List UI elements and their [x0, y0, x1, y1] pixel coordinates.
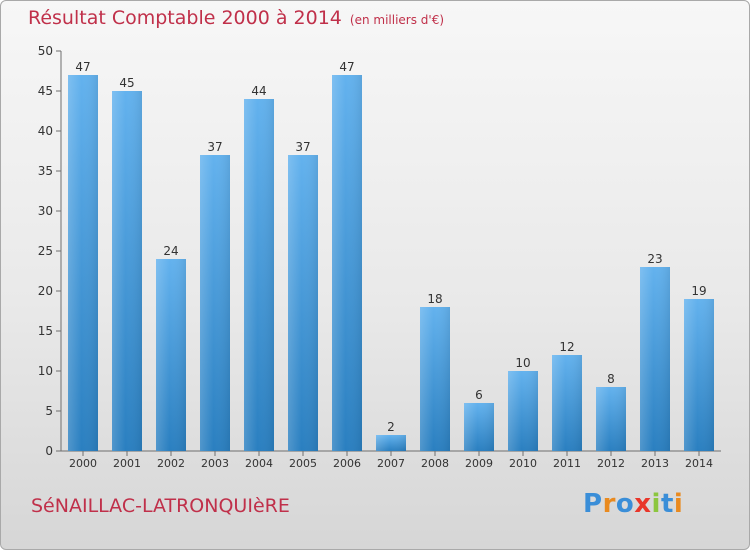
- data-label: 37: [295, 140, 310, 154]
- proxiti-logo[interactable]: Proxiti: [583, 489, 683, 519]
- data-label: 19: [691, 284, 706, 298]
- bar-shine: [552, 355, 582, 451]
- bar-shine: [420, 307, 450, 451]
- x-tick-label: 2005: [289, 457, 317, 470]
- logo-letter: o: [615, 489, 635, 519]
- y-tick-label: 5: [45, 404, 53, 418]
- y-tick-label: 30: [38, 204, 53, 218]
- chart-subtitle: (en milliers d'€): [349, 13, 445, 27]
- logo-letter: P: [583, 489, 603, 519]
- x-tick-label: 2002: [157, 457, 185, 470]
- y-tick-label: 45: [38, 84, 53, 98]
- x-tick-label: 2009: [465, 457, 493, 470]
- bar-shine: [200, 155, 230, 451]
- bar-shine: [508, 371, 538, 451]
- chart-title-text: Résultat Comptable 2000 à 2014: [28, 7, 342, 29]
- x-tick-label: 2014: [685, 457, 713, 470]
- x-tick-label: 2000: [69, 457, 97, 470]
- bar-shine: [596, 387, 626, 451]
- bar-shine: [684, 299, 714, 451]
- bar-shine: [288, 155, 318, 451]
- y-tick-label: 15: [38, 324, 53, 338]
- logo-letter: r: [602, 489, 616, 519]
- bar-shine: [156, 259, 186, 451]
- data-label: 44: [251, 84, 266, 98]
- y-tick-label: 10: [38, 364, 53, 378]
- x-tick-label: 2004: [245, 457, 273, 470]
- data-label: 10: [515, 356, 530, 370]
- x-tick-label: 2003: [201, 457, 229, 470]
- place-name: SéNAILLAC-LATRONQUIèRE: [31, 495, 290, 517]
- bar-shine: [332, 75, 362, 451]
- data-label: 12: [559, 340, 574, 354]
- data-label: 37: [207, 140, 222, 154]
- data-label: 24: [163, 244, 178, 258]
- data-label: 8: [607, 372, 615, 386]
- data-label: 47: [339, 60, 354, 74]
- bar-shine: [376, 435, 406, 451]
- x-tick-label: 2011: [553, 457, 581, 470]
- logo-letter: t: [660, 489, 674, 519]
- bar-shine: [464, 403, 494, 451]
- y-tick-label: 35: [38, 164, 53, 178]
- data-label: 2: [387, 420, 395, 434]
- y-tick-label: 40: [38, 124, 53, 138]
- data-label: 6: [475, 388, 483, 402]
- chart-title: Résultat Comptable 2000 à 2014 (en millie…: [28, 7, 444, 29]
- bar-shine: [68, 75, 98, 451]
- x-tick-label: 2001: [113, 457, 141, 470]
- data-label: 18: [427, 292, 442, 306]
- y-tick-label: 20: [38, 284, 53, 298]
- x-tick-label: 2013: [641, 457, 669, 470]
- x-tick-label: 2007: [377, 457, 405, 470]
- data-label: 47: [75, 60, 90, 74]
- bar-shine: [112, 91, 142, 451]
- x-tick-label: 2012: [597, 457, 625, 470]
- data-label: 45: [119, 76, 134, 90]
- x-tick-label: 2010: [509, 457, 537, 470]
- y-tick-label: 0: [45, 444, 53, 458]
- data-label: 23: [647, 252, 662, 266]
- logo-letter: i: [673, 489, 684, 519]
- logo-letter: x: [634, 489, 652, 519]
- x-tick-label: 2006: [333, 457, 361, 470]
- bar-shine: [244, 99, 274, 451]
- bar-shine: [640, 267, 670, 451]
- x-tick-label: 2008: [421, 457, 449, 470]
- logo-letter: i: [651, 489, 661, 519]
- y-tick-label: 25: [38, 244, 53, 258]
- y-tick-label: 50: [38, 44, 53, 58]
